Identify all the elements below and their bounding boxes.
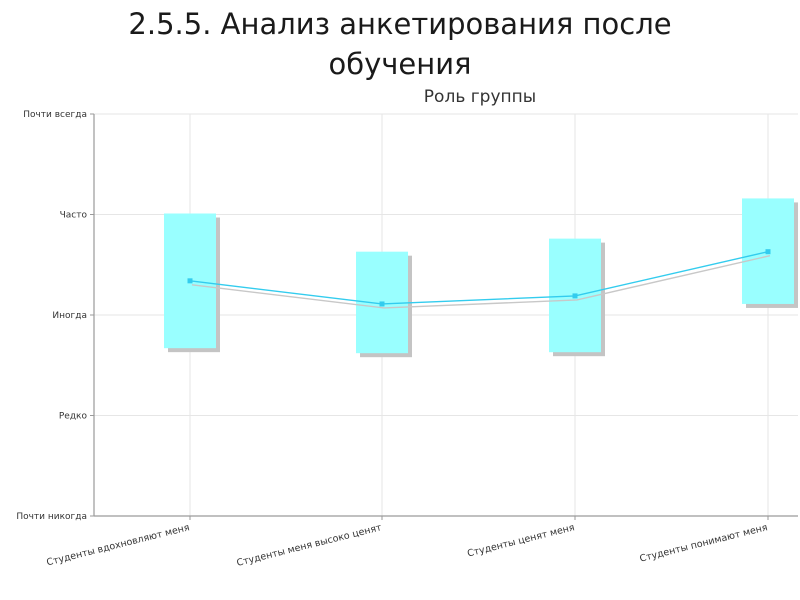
x-tick-label: Студенты ценят меня xyxy=(466,522,576,559)
data-point xyxy=(572,293,578,299)
data-point xyxy=(765,249,771,255)
x-tick-label: Студенты вдохновляют меня xyxy=(45,522,190,568)
axes xyxy=(90,113,798,520)
y-tick-label: Редко xyxy=(59,412,88,422)
data-point xyxy=(379,301,385,307)
boxes xyxy=(164,198,798,358)
series-line xyxy=(189,251,769,305)
x-tick-label: Студенты понимают меня xyxy=(639,522,769,564)
series-line-shadow xyxy=(191,255,771,309)
slide-title-line-1: 2.5.5. Анализ анкетирования после xyxy=(128,7,672,41)
data-point xyxy=(187,278,193,284)
slide-title: 2.5.5. Анализ анкетирования после обучен… xyxy=(0,4,800,84)
y-tick-label: Иногда xyxy=(52,311,87,321)
series-line-layer xyxy=(187,249,771,309)
slide-title-line-2: обучения xyxy=(328,47,472,81)
y-tick-label: Почти никогда xyxy=(16,512,87,522)
chart-title: Роль группы xyxy=(424,87,536,107)
y-tick-label: Часто xyxy=(60,211,88,221)
y-tick-label: Почти всегда xyxy=(23,110,87,120)
x-tick-label: Студенты меня высоко ценят xyxy=(236,522,384,569)
